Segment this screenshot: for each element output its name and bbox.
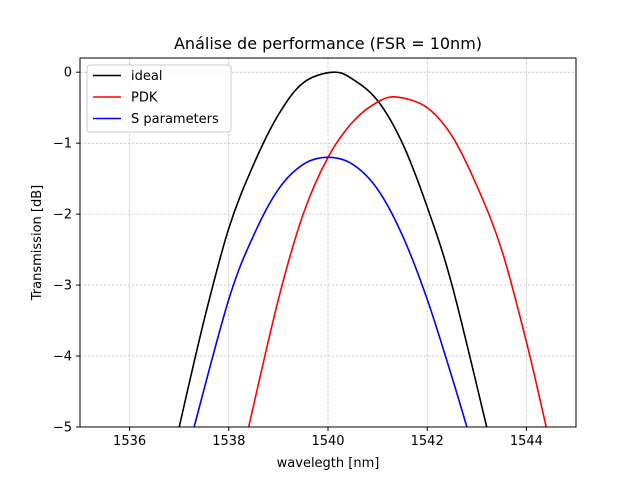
- y-tick-label: −1: [53, 137, 72, 152]
- series-group: [178, 71, 548, 427]
- y-tick-label: −4: [53, 350, 72, 365]
- series-line-pdk: [247, 96, 548, 427]
- x-axis-label: wavelegth [nm]: [277, 456, 380, 471]
- x-ticks: 1536 1538 1540 1542 1544: [113, 427, 543, 449]
- legend-label-ideal: ideal: [131, 69, 162, 84]
- x-tick-label: 1540: [311, 434, 344, 449]
- x-tick-label: 1544: [510, 434, 543, 449]
- x-tick-label: 1538: [212, 434, 245, 449]
- y-tick-label: 0: [64, 66, 72, 81]
- series-line-ideal: [178, 71, 488, 427]
- y-tick-label: −3: [53, 279, 72, 294]
- legend-label-s-parameters: S parameters: [131, 112, 219, 127]
- x-tick-label: 1542: [411, 434, 444, 449]
- legend-box: [86, 64, 232, 133]
- series-line-s-parameters: [193, 156, 468, 427]
- chart-title: Análise de performance (FSR = 10nm): [174, 34, 482, 53]
- y-tick-label: −2: [53, 208, 72, 223]
- y-axis-label: Transmission [dB]: [30, 185, 45, 301]
- y-tick-label: −5: [53, 421, 72, 436]
- x-tick-label: 1536: [113, 434, 146, 449]
- legend-label-pdk: PDK: [131, 91, 158, 106]
- legend: ideal PDK S parameters: [86, 64, 232, 133]
- y-ticks: 0 −1 −2 −3 −4 −5: [53, 66, 80, 436]
